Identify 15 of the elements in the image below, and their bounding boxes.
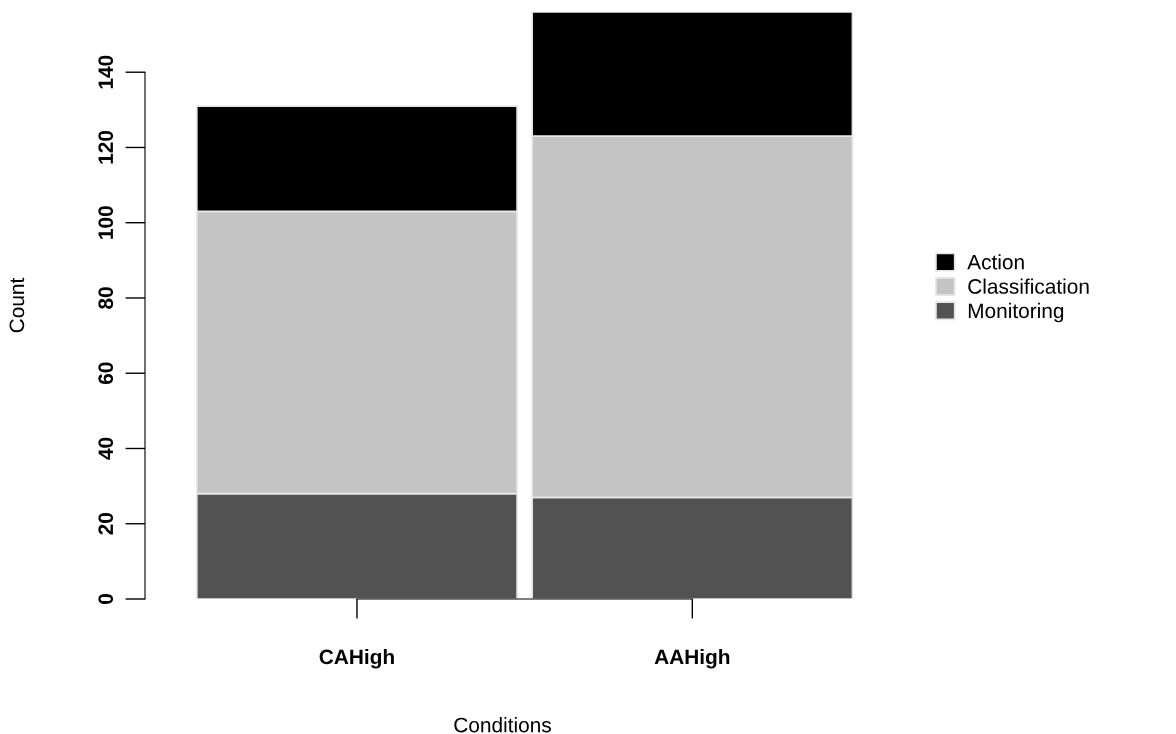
y-tick-label: 140 [98,55,114,89]
legend-label: Action [967,254,1024,270]
y-tick-label: 100 [98,206,114,239]
y-tick-label: 80 [98,287,114,309]
y-tick-label: 20 [98,513,114,535]
x-tick-label: CAHigh [319,649,394,669]
y-tick-label: 40 [98,437,114,460]
y-tick-label: 60 [98,362,114,385]
y-axis-title: Count [9,277,25,333]
y-tick-label: 0 [98,594,114,604]
legend-label: Monitoring [968,302,1064,323]
legend-label: Classification [968,278,1089,294]
y-tick-label: 120 [98,130,114,164]
x-tick-label: AAHigh [654,649,730,669]
x-axis-title: Conditions [454,717,551,733]
